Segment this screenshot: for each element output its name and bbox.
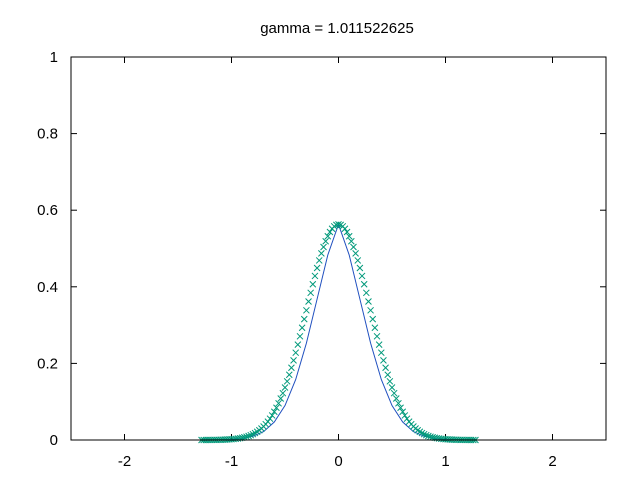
x-tick-label: 2 [548,453,556,470]
data-point-x-marker [350,243,357,251]
data-point-x-marker [318,250,325,257]
data-point-x-marker [352,250,359,257]
data-point-x-marker [373,332,381,340]
data-point-x-marker [388,384,396,391]
data-point-x-marker [369,315,377,323]
data-point-x-marker [275,399,282,407]
series-layer [198,221,479,444]
series-line [201,222,476,441]
data-point-x-marker [277,395,285,402]
chart-title: gamma = 1.011522625 [260,20,414,37]
data-point-x-marker [356,264,364,272]
data-point-x-marker [371,324,379,332]
data-point-x-marker [384,371,392,379]
data-point-x-marker [281,384,289,391]
data-point-x-marker [345,232,353,240]
data-point-x-marker [298,324,306,332]
data-point-x-marker [279,389,287,397]
data-point-x-marker [377,349,385,357]
data-point-x-marker [335,221,342,228]
data-point-x-marker [266,415,274,423]
data-point-x-marker [320,243,327,251]
data-point-x-marker [403,415,411,423]
data-point-x-marker [324,232,332,240]
data-point-x-marker [397,404,404,412]
data-point-x-marker [285,371,293,379]
x-tick-label: -1 [225,453,238,470]
data-point-x-marker [341,225,349,233]
data-point-x-marker [362,289,370,297]
data-point-x-marker [365,298,372,305]
data-point-x-marker [247,431,255,439]
data-point-x-marker [399,408,407,416]
x-tick-label: 1 [441,453,449,470]
data-point-x-marker [243,433,250,441]
y-tick-label: 1 [50,49,58,66]
data-point-x-marker [382,364,389,372]
data-point-x-marker [307,289,315,297]
y-tick-label: 0.4 [37,279,58,296]
x-tick-label: -2 [118,453,131,470]
data-point-x-marker [418,429,426,437]
data-point-x-marker [309,280,317,288]
data-point-x-marker [240,433,248,441]
data-point-x-marker [390,389,398,397]
data-point-x-marker [270,408,278,416]
data-point-x-marker [395,399,402,407]
data-point-x-marker [367,306,374,314]
data-point-x-marker [311,272,319,280]
data-point-x-marker [354,257,362,264]
y-tick-label: 0.8 [37,126,58,143]
data-point-x-marker [386,377,394,385]
data-point-x-marker [401,412,409,419]
y-tick-label: 0 [50,432,58,449]
data-point-x-marker [313,264,321,272]
y-tick-label: 0.6 [37,202,58,219]
data-point-x-marker [358,272,366,280]
x-tick-label: 0 [334,453,342,470]
data-point-x-marker [427,433,434,441]
data-point-x-marker [425,432,432,440]
data-point-x-marker [392,395,400,402]
data-point-x-marker [245,432,252,440]
data-point-x-marker [292,349,300,357]
data-point-x-marker [303,306,310,314]
data-point-x-marker [290,357,297,364]
data-point-x-marker [296,332,304,340]
data-point-x-marker [375,341,383,348]
data-point-x-marker [360,280,368,288]
axis-layer: -2 -1 0 1 2 0 0.2 0.4 0.6 0.8 1 [37,49,606,470]
data-point-x-marker [283,377,291,385]
data-point-x-marker [268,412,276,419]
y-tick-label: 0.2 [37,355,58,372]
data-point-x-marker [273,404,280,412]
data-point-x-marker [300,315,308,323]
data-point-x-marker [264,418,272,425]
data-point-x-marker [420,430,428,438]
data-point-x-marker [347,237,355,245]
data-point-x-marker [315,257,323,264]
data-point-x-marker [322,237,330,245]
data-point-x-marker [249,430,257,438]
data-point-x-marker [380,357,387,364]
data-point-x-marker [326,228,334,236]
data-point-x-marker [343,228,351,236]
data-point-x-marker [305,298,312,305]
data-point-x-marker [288,364,295,372]
data-point-x-marker [422,431,430,439]
data-point-x-marker [294,341,302,348]
plot-frame [70,56,607,441]
